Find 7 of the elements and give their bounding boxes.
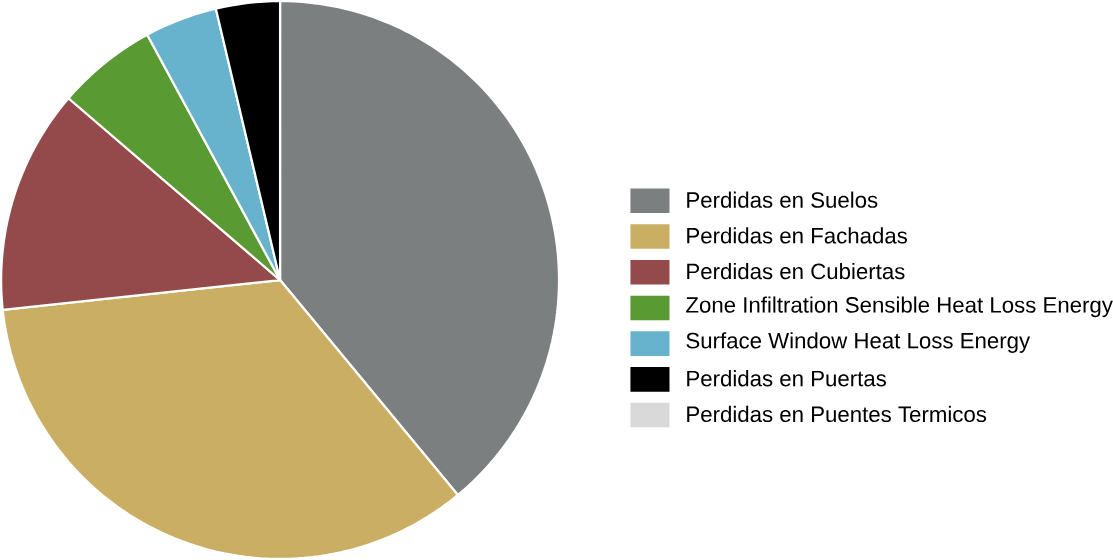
legend-label: Perdidas en Fachadas <box>687 227 907 244</box>
legend-label: Surface Window Heat Loss Energy <box>686 332 1031 353</box>
legend-label: Perdidas en Puentes Termicos <box>687 405 987 423</box>
legend-label: Perdidas en Puertas <box>687 370 886 387</box>
legend-label: Perdidas en Suelos <box>687 191 878 208</box>
legend-label: Zone Infiltration Sensible Heat Loss Energy <box>686 296 1113 318</box>
legend-label: Perdidas en Cubiertas <box>687 262 905 280</box>
